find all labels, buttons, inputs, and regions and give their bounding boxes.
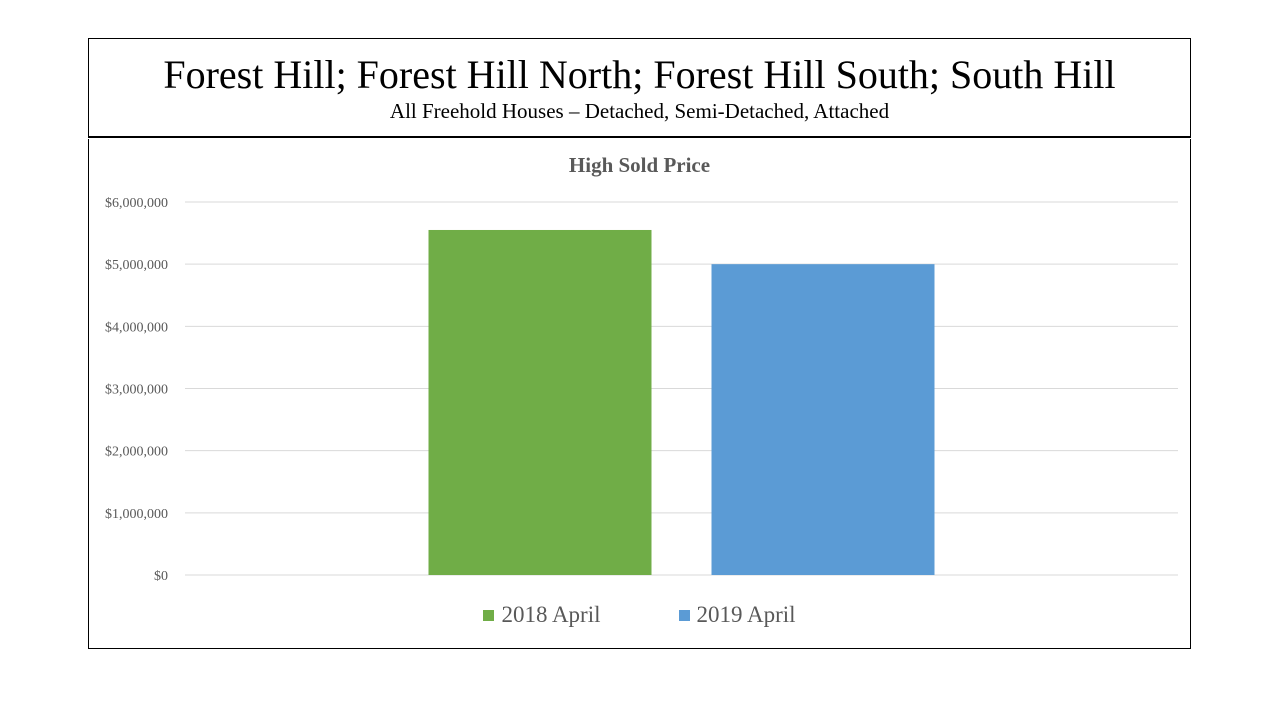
bar-chart: $0 $1,000,000 $2,000,000 $3,000,000 $4,000,0… xyxy=(105,196,1178,584)
page-subtitle: All Freehold Houses – Detached, Semi-Det… xyxy=(389,99,890,123)
legend-swatch xyxy=(483,609,495,621)
header-panel: Forest Hill; Forest Hill North; Forest H… xyxy=(88,38,1191,138)
y-tick-label: $3,000,000 xyxy=(105,383,168,398)
y-tick-label: $2,000,000 xyxy=(105,445,168,460)
bar-2018-april xyxy=(428,229,652,575)
y-tick-label: $5,000,000 xyxy=(105,258,168,273)
y-tick-label: $0 xyxy=(154,569,168,584)
chart-title: High Sold Price xyxy=(568,153,711,177)
page-title: Forest Hill; Forest Hill North; Forest H… xyxy=(163,52,1116,97)
legend-label: 2018 April xyxy=(501,602,601,627)
bar-2019-april xyxy=(711,264,935,575)
y-tick-label: $6,000,000 xyxy=(105,196,168,211)
y-tick-label: $4,000,000 xyxy=(105,320,168,335)
legend-item: 2019 April xyxy=(678,602,796,628)
legend-item: 2018 April xyxy=(483,602,601,628)
chart-legend: 2018 April 2019 April xyxy=(89,602,1190,628)
chart-panel: High Sold Price $0 $1,000,000 $2,000,000 $3… xyxy=(88,139,1191,649)
y-tick-label: $1,000,000 xyxy=(105,507,168,522)
legend-swatch xyxy=(678,609,690,621)
legend-label: 2019 April xyxy=(696,602,796,627)
